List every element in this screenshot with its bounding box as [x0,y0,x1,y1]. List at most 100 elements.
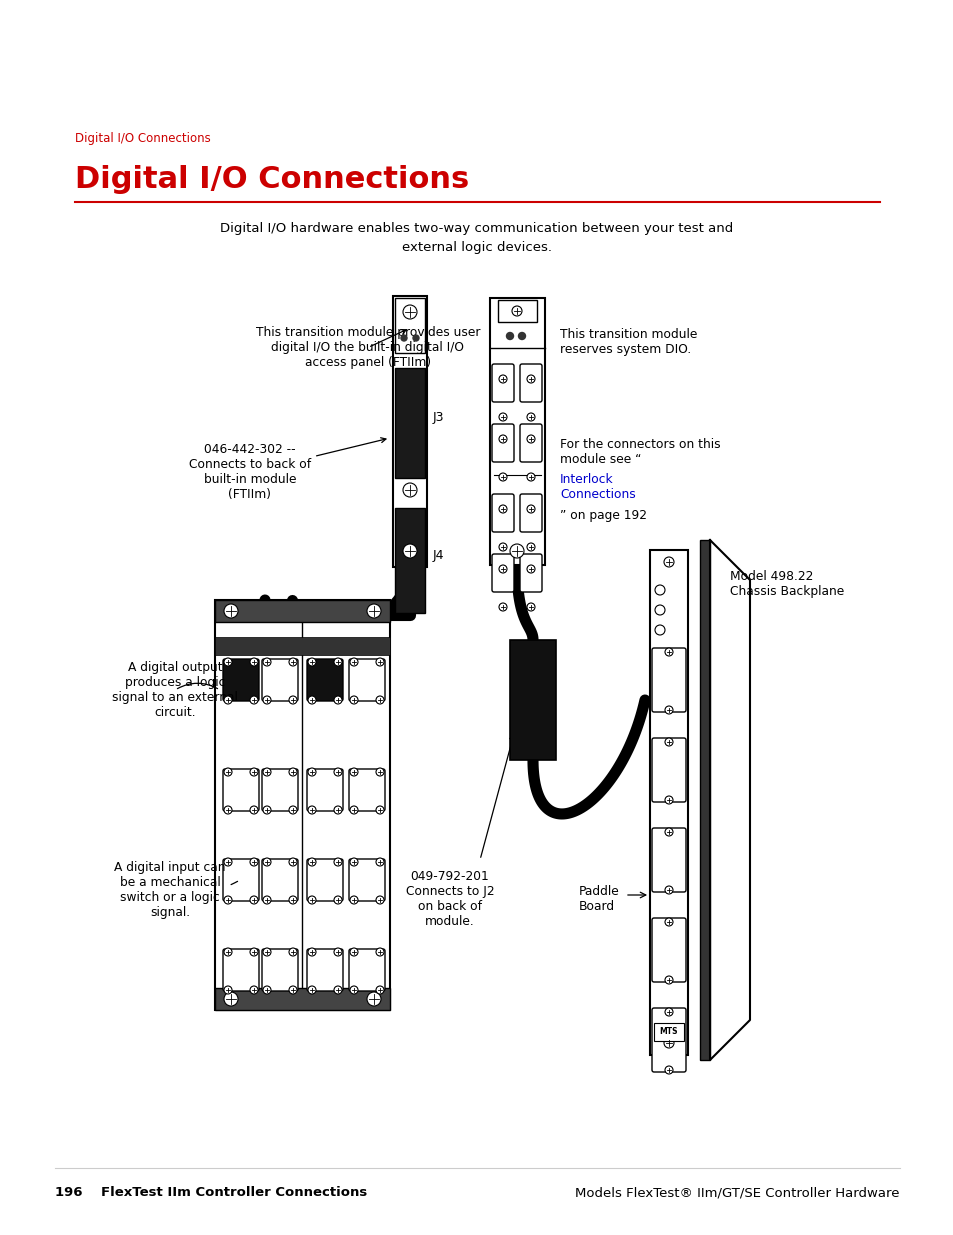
Circle shape [263,897,271,904]
Circle shape [350,897,357,904]
Circle shape [289,768,296,776]
Circle shape [334,986,341,994]
Circle shape [224,806,232,814]
Bar [654,1023,683,1041]
FancyBboxPatch shape [349,948,385,990]
Circle shape [664,739,672,746]
FancyBboxPatch shape [492,555,514,592]
Circle shape [512,306,521,316]
Circle shape [289,806,296,814]
Text: This transition module
reserves system DIO.: This transition module reserves system D… [559,329,697,356]
Circle shape [289,858,296,866]
Text: ” on page 192: ” on page 192 [559,509,646,522]
Circle shape [664,706,672,714]
Bar [490,298,544,564]
Circle shape [350,768,357,776]
Circle shape [334,897,341,904]
Circle shape [402,483,416,496]
Circle shape [334,768,341,776]
Circle shape [263,948,271,956]
Circle shape [506,332,513,340]
Text: Model 498.22
Chassis Backplane: Model 498.22 Chassis Backplane [729,571,843,598]
Circle shape [250,858,257,866]
Circle shape [402,305,416,319]
Text: J4: J4 [433,550,444,562]
Circle shape [655,605,664,615]
Circle shape [263,658,271,666]
Circle shape [375,806,384,814]
Circle shape [263,768,271,776]
Circle shape [498,505,506,513]
Text: J3: J3 [514,710,526,722]
Circle shape [367,604,380,618]
Circle shape [526,435,535,443]
Circle shape [498,435,506,443]
Circle shape [263,806,271,814]
Circle shape [367,992,380,1007]
Circle shape [308,658,315,666]
Circle shape [664,885,672,894]
FancyBboxPatch shape [651,827,685,892]
Circle shape [498,412,506,421]
Circle shape [350,806,357,814]
Text: Models FlexTest® IIm/GT/SE Controller Hardware: Models FlexTest® IIm/GT/SE Controller Ha… [575,1187,899,1199]
FancyBboxPatch shape [519,424,541,462]
Circle shape [375,897,384,904]
Circle shape [664,827,672,836]
FancyBboxPatch shape [651,1008,685,1072]
Circle shape [250,986,257,994]
FancyBboxPatch shape [349,659,385,701]
Bar [214,600,390,1010]
Circle shape [308,897,315,904]
FancyBboxPatch shape [492,494,514,532]
Bar [214,637,390,655]
Circle shape [498,473,506,480]
FancyBboxPatch shape [262,860,297,902]
Circle shape [664,1066,672,1074]
Circle shape [289,948,296,956]
Circle shape [224,948,232,956]
Circle shape [289,897,296,904]
Circle shape [334,658,341,666]
Circle shape [510,543,523,558]
FancyBboxPatch shape [651,739,685,802]
FancyBboxPatch shape [223,769,258,811]
Circle shape [250,658,257,666]
FancyBboxPatch shape [651,648,685,713]
Circle shape [375,858,384,866]
Circle shape [250,806,257,814]
Circle shape [498,375,506,383]
Circle shape [224,897,232,904]
Circle shape [334,858,341,866]
Circle shape [350,986,357,994]
Circle shape [526,412,535,421]
Text: This transition module provides user
digital I/O the built-in digital I/O
access: This transition module provides user dig… [255,326,479,369]
FancyBboxPatch shape [492,424,514,462]
Circle shape [526,564,535,573]
Circle shape [402,543,416,558]
FancyBboxPatch shape [223,948,258,990]
Text: 196    FlexTest IIm Controller Connections: 196 FlexTest IIm Controller Connections [55,1187,367,1199]
Circle shape [224,992,237,1007]
Bar [395,368,424,478]
FancyBboxPatch shape [307,769,343,811]
Bar [497,300,537,322]
Text: Paddle
Board: Paddle Board [578,885,619,913]
Circle shape [655,625,664,635]
Circle shape [526,473,535,480]
Bar [510,640,556,760]
Bar [700,540,709,1060]
FancyBboxPatch shape [223,659,258,701]
Circle shape [308,986,315,994]
Circle shape [289,658,296,666]
Text: Interlock
Connections: Interlock Connections [559,473,635,501]
Circle shape [308,768,315,776]
Circle shape [250,768,257,776]
Circle shape [350,697,357,704]
FancyBboxPatch shape [349,860,385,902]
Bar [395,508,424,613]
Text: 046-442-302 --
Connects to back of
built-in module
(FTIIm): 046-442-302 -- Connects to back of built… [189,437,386,501]
Text: For the connectors on this
module see “: For the connectors on this module see “ [559,438,720,466]
Circle shape [289,986,296,994]
Bar [214,600,390,622]
